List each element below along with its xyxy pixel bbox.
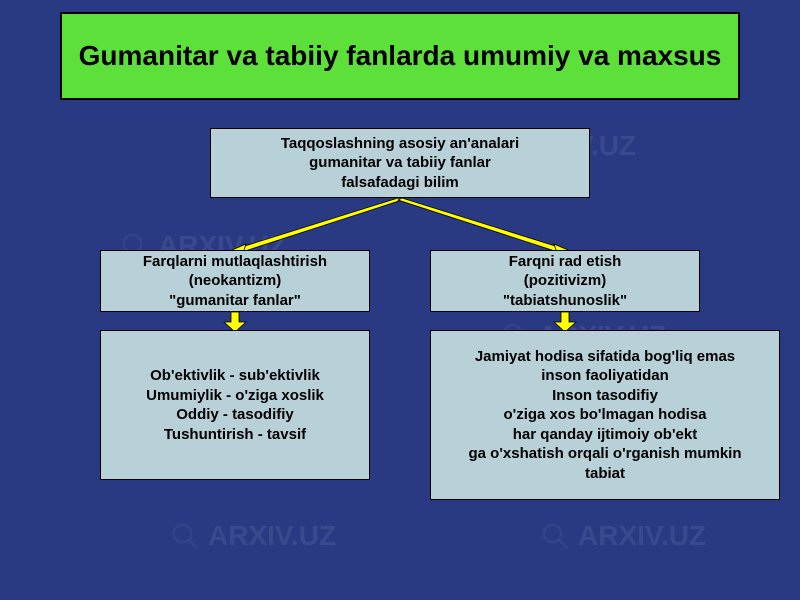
- node-right-bot-text: Jamiyat hodisa sifatida bog'liq emasinso…: [468, 347, 741, 484]
- node-right-mid-text: Farqni rad etish(pozitivizm)"tabiatshuno…: [503, 252, 627, 311]
- node-left-bot-text: Ob'ektivlik - sub'ektivlikUmumiylik - o'…: [146, 366, 324, 444]
- node-right-bot: Jamiyat hodisa sifatida bog'liq emasinso…: [430, 330, 780, 500]
- node-left-bot: Ob'ektivlik - sub'ektivlikUmumiylik - o'…: [100, 330, 370, 480]
- node-left-mid-text: Farqlarni mutlaqlashtirish(neokantizm)"g…: [143, 252, 327, 311]
- title-box: Gumanitar va tabiiy fanlarda umumiy va m…: [60, 12, 740, 100]
- node-top: Taqqoslashning asosiy an'analarigumanita…: [210, 128, 590, 198]
- node-left-mid: Farqlarni mutlaqlashtirish(neokantizm)"g…: [100, 250, 370, 312]
- page-title: Gumanitar va tabiiy fanlarda umumiy va m…: [79, 39, 722, 73]
- node-top-text: Taqqoslashning asosiy an'analarigumanita…: [281, 134, 519, 193]
- watermark: ARXIV.UZ: [540, 520, 706, 552]
- node-right-mid: Farqni rad etish(pozitivizm)"tabiatshuno…: [430, 250, 700, 312]
- watermark: ARXIV.UZ: [170, 520, 336, 552]
